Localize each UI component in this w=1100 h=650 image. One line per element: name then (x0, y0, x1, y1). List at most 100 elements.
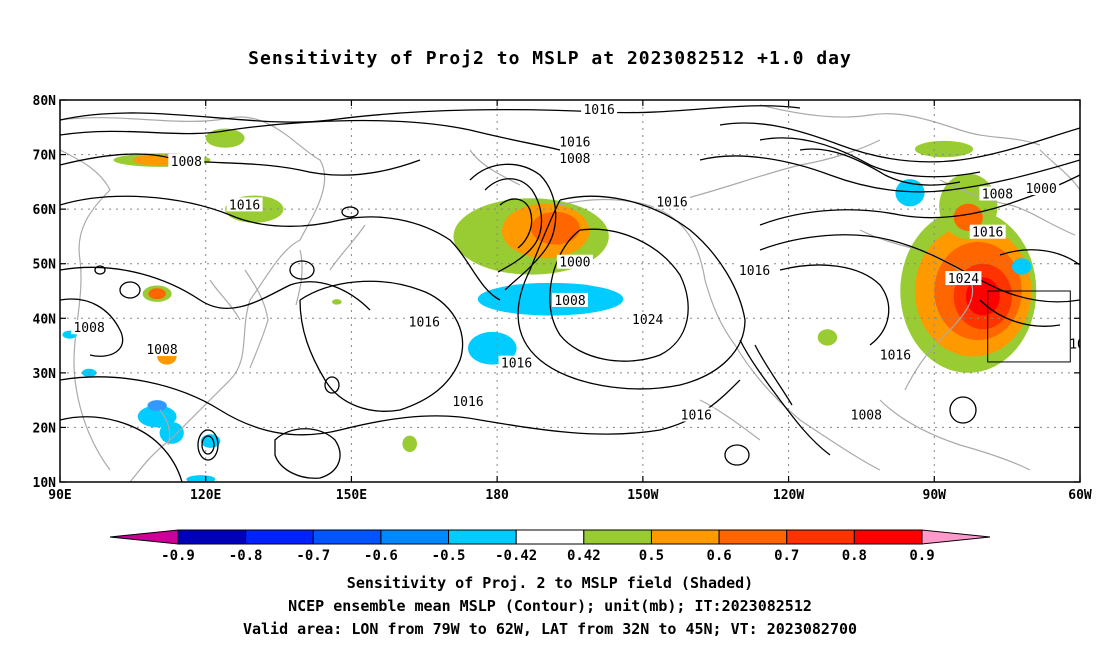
contour-label: 1016 (1069, 338, 1100, 353)
mslp-contour (719, 122, 1080, 163)
contour-label-bg (556, 134, 593, 149)
colorbar-label: -0.6 (364, 548, 398, 564)
contour-label: 1016 (559, 136, 590, 151)
contour-label-bg (71, 320, 108, 335)
mslp-contour (739, 339, 831, 456)
lon-tick-label: 150W (627, 488, 658, 503)
lat-tick-label: 30N (33, 367, 57, 382)
map-frame (59, 99, 1081, 483)
lat-tick-label: 10N (33, 476, 57, 491)
contour-label-bg (654, 194, 690, 209)
colorbar-swatch (583, 529, 652, 545)
contour-label: 1016 (229, 198, 260, 213)
lat-tick-label: 40N (33, 312, 57, 327)
lon-tick-label: 120E (190, 488, 221, 503)
mslp-contour (197, 429, 219, 461)
lat-tick-label: 70N (33, 149, 57, 164)
contour-label: 1016 (452, 395, 483, 410)
contour-label: 1024 (632, 313, 663, 328)
mslp-contour (94, 265, 106, 275)
contour-label: 1024 (948, 272, 979, 287)
lat-tick-label: 60N (33, 203, 57, 218)
mslp-contour (759, 234, 1080, 303)
coastline (209, 279, 241, 321)
contour-label: 1000 (559, 256, 590, 271)
contour-label-bg (979, 186, 1016, 201)
lon-tick-label: 120W (773, 488, 804, 503)
contour-label: 1008 (73, 321, 104, 336)
contour-label: 1016 (501, 357, 532, 372)
contour-label-bg (969, 224, 1006, 239)
caption-valid-area: Valid area: LON from 79W to 62W, LAT fro… (242, 620, 858, 638)
mslp-contour (799, 148, 961, 186)
colorbar-label: -0.7 (296, 548, 330, 564)
contour-label-bg (226, 197, 263, 212)
mslp-contour (341, 206, 359, 218)
mslp-contour (60, 119, 561, 151)
mslp-contour (517, 195, 746, 390)
colorbar-label: -0.42 (495, 548, 537, 564)
caption-contour: NCEP ensemble mean MSLP (Contour); unit(… (288, 597, 812, 615)
mslp-contour (999, 249, 1080, 266)
coastline (1039, 149, 1080, 191)
colorbar-swatch (786, 529, 855, 545)
contour-label: 1016 (583, 103, 614, 118)
shaded-region (147, 400, 167, 412)
coastline (879, 399, 1031, 471)
contour-label: 1008 (851, 409, 882, 424)
coastline (559, 198, 881, 471)
coastline (469, 149, 521, 186)
contour-label-bg (848, 407, 885, 422)
shaded-region (1012, 258, 1032, 275)
mslp-contour (979, 299, 1061, 327)
contour-label-bg (168, 153, 205, 168)
valid-area-box (987, 290, 1071, 363)
contour-label: 1008 (554, 294, 585, 309)
mslp-contour (60, 153, 421, 176)
contour-label-bg (877, 347, 914, 362)
lon-tick-label: 60W (1068, 488, 1092, 503)
contour-label-bg (736, 262, 773, 277)
mslp-contour (779, 264, 890, 346)
contour-label: 1016 (409, 316, 440, 331)
lon-tick-label: 150E (336, 488, 367, 503)
contour-label-bg (144, 342, 180, 357)
colorbar-label: 0.42 (567, 548, 601, 564)
mslp-contour (60, 376, 741, 436)
contour-label-bg (581, 101, 618, 116)
lat-tick-label: 50N (33, 258, 57, 273)
colorbar-swatch (650, 529, 720, 545)
shaded-region (148, 288, 166, 300)
contour-label: 1016 (681, 409, 712, 424)
mslp-contour (60, 266, 371, 311)
mslp-contour (469, 163, 557, 291)
shaded-region (953, 203, 983, 231)
colorbar-swatch (718, 529, 788, 545)
contour-label-bg (678, 407, 715, 422)
coastline (244, 269, 269, 369)
mslp-contour (754, 344, 793, 406)
contour-label-bg (629, 312, 666, 327)
mslp-contour (60, 416, 183, 482)
mslp-contour (484, 178, 543, 273)
colorbar-swatch (245, 529, 314, 545)
colorbar-label: -0.5 (432, 548, 466, 564)
coastline (699, 399, 761, 441)
caption-shading: Sensitivity of Proj. 2 to MSLP field (Sh… (346, 574, 754, 592)
mslp-contour (201, 435, 215, 455)
mslp-contour (60, 195, 501, 301)
contour-label-bg (1023, 181, 1060, 196)
mslp-contours (60, 105, 1080, 482)
shaded-region (914, 140, 974, 158)
mslp-contour (499, 198, 533, 249)
contour-label-bg (498, 355, 535, 370)
contour-label: 1016 (972, 226, 1003, 241)
contour-label: 1016 (656, 196, 687, 211)
colorbar-high-arrow (921, 529, 991, 545)
mslp-contour (299, 280, 464, 412)
shaded-region (402, 435, 418, 452)
mslp-contour (699, 155, 1080, 193)
contour-label-bg (556, 254, 593, 269)
